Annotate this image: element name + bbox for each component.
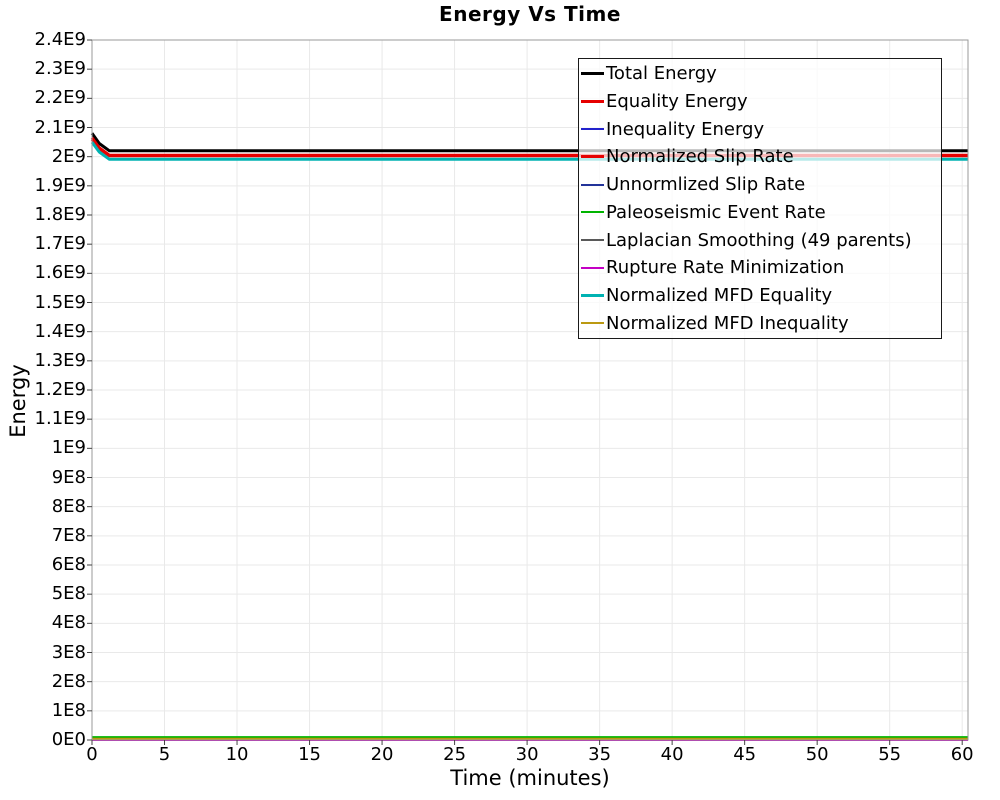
legend-label: Normalized MFD Equality <box>606 284 833 306</box>
y-tick-label: 2E9 <box>51 145 86 167</box>
y-tick-label: 2.1E9 <box>34 116 86 138</box>
legend-swatch <box>581 155 604 159</box>
y-tick-label: 1.3E9 <box>34 349 86 371</box>
y-tick-label: 7E8 <box>51 524 86 546</box>
y-tick-label: 5E8 <box>51 583 86 605</box>
y-tick-label: 1E9 <box>51 437 86 459</box>
legend-swatch <box>581 72 604 76</box>
legend-swatch <box>581 322 604 325</box>
y-tick-label: 1.4E9 <box>34 320 86 342</box>
y-tick-label: 1.8E9 <box>34 204 86 225</box>
x-axis-title: Time (minutes) <box>450 766 610 790</box>
x-tick-label: 0 <box>86 744 98 765</box>
legend-label: Total Energy <box>606 63 717 85</box>
legend-swatch <box>581 211 604 214</box>
y-tick-label: 2.4E9 <box>34 29 86 50</box>
x-tick-label: 10 <box>225 744 249 765</box>
legend-swatch <box>581 100 604 104</box>
y-tick-label: 0E0 <box>51 729 86 750</box>
x-tick-label: 35 <box>588 744 612 765</box>
legend-item: Rupture Rate Minimization <box>581 254 941 282</box>
legend-swatch <box>581 239 604 242</box>
legend-label: Laplacian Smoothing (49 parents) <box>606 229 912 251</box>
series-line-total-energy <box>90 132 968 153</box>
x-tick-label: 30 <box>515 744 539 765</box>
legend-item: Unnormlized Slip Rate <box>581 171 941 199</box>
legend-item: Paleoseismic Event Rate <box>581 199 941 227</box>
legend-label: Rupture Rate Minimization <box>606 257 845 279</box>
x-tick-label: 60 <box>950 744 974 765</box>
y-tick-label: 3E8 <box>51 641 86 663</box>
y-tick-label: 6E8 <box>51 554 86 575</box>
legend-item: Equality Energy <box>581 88 941 116</box>
x-tick-label: 50 <box>805 744 829 765</box>
y-tick-label: 1.1E9 <box>34 408 86 430</box>
chart-title: Energy Vs Time <box>439 2 621 26</box>
x-tick-label: 25 <box>443 744 467 765</box>
legend-item: Total Energy <box>581 60 941 88</box>
legend-box: Total Energy Equality Energy Inequality En… <box>578 58 942 339</box>
legend-label: Normalized MFD Inequality <box>606 312 849 334</box>
x-tick-label: 55 <box>878 744 902 765</box>
legend-swatch <box>581 128 604 131</box>
legend-swatch <box>581 293 604 297</box>
y-tick-label: 2.3E9 <box>34 58 86 80</box>
legend-swatch <box>581 183 604 186</box>
y-tick-label: 8E8 <box>51 495 86 517</box>
y-tick-label: 1.9E9 <box>34 174 86 196</box>
y-tick-label: 1.7E9 <box>34 233 86 255</box>
y-tick-label: 2.2E9 <box>34 87 86 109</box>
legend-swatch <box>581 266 604 269</box>
legend-label: Normalized Slip Rate <box>606 146 794 168</box>
y-tick-label: 1E8 <box>51 699 86 721</box>
series-line-normalized-mfd-equality <box>90 141 968 161</box>
legend-label: Paleoseismic Event Rate <box>606 201 826 223</box>
x-tick-label: 20 <box>370 744 394 765</box>
y-tick-label: 1.5E9 <box>34 291 86 313</box>
x-tick-label: 15 <box>298 744 321 765</box>
legend-item: Inequality Energy <box>581 115 941 143</box>
legend-item: Laplacian Smoothing (49 parents) <box>581 226 941 254</box>
legend-item: Normalized Slip Rate <box>581 143 941 171</box>
y-tick-label: 1.2E9 <box>34 379 86 400</box>
series-line-normalized-slip-rate <box>90 138 968 158</box>
legend-item: Normalized MFD Equality <box>581 282 941 310</box>
y-tick-label: 1.6E9 <box>34 262 86 284</box>
legend-item: Normalized MFD Inequality <box>581 309 941 337</box>
legend-label: Inequality Energy <box>606 118 765 140</box>
y-tick-label: 2E8 <box>51 670 86 692</box>
y-tick-label: 4E8 <box>51 612 86 634</box>
legend-label: Equality Energy <box>606 91 748 113</box>
y-tick-label: 9E8 <box>51 466 86 488</box>
x-tick-label: 45 <box>733 744 757 765</box>
x-tick-label: 5 <box>158 744 171 765</box>
x-tick-label: 40 <box>660 744 684 765</box>
legend-label: Unnormlized Slip Rate <box>606 174 806 196</box>
